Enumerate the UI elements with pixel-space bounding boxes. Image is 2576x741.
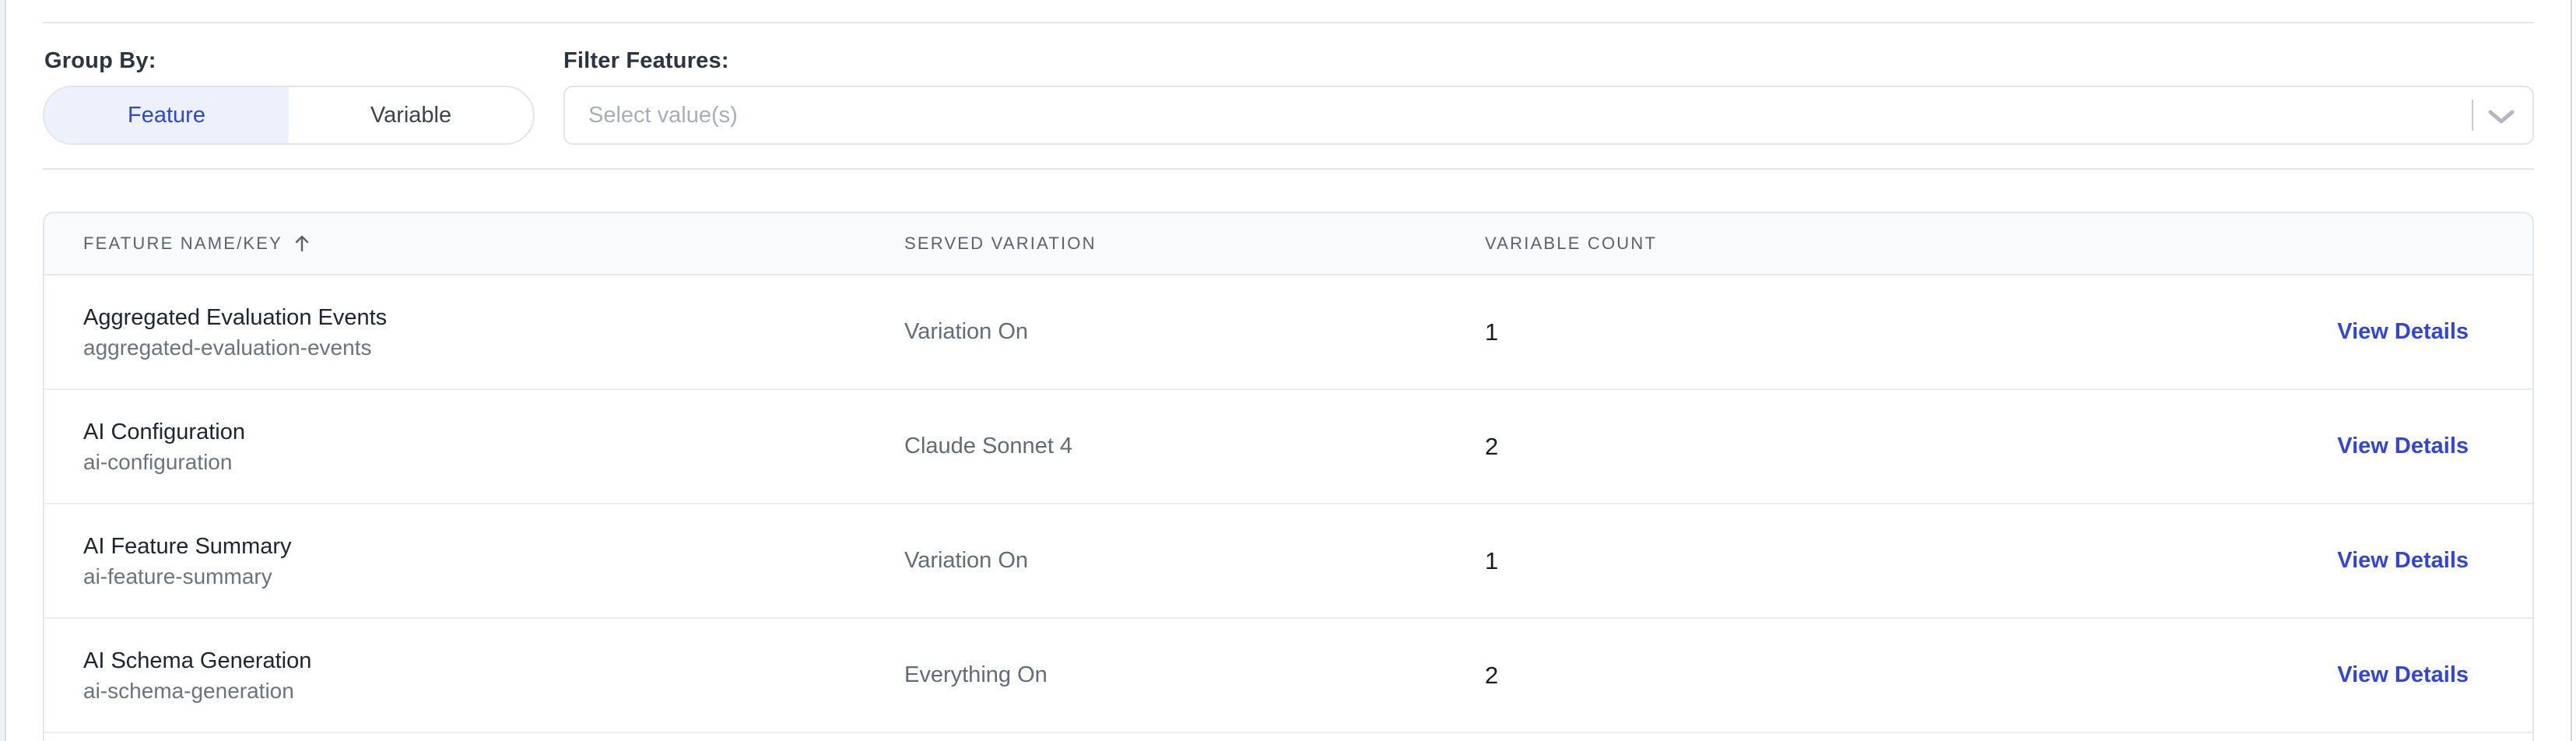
variable-count: 2: [1485, 432, 1499, 460]
group-by-toggle: Feature Variable: [43, 86, 535, 145]
chevron-down-icon[interactable]: [2487, 109, 2515, 125]
sort-ascending-icon: [295, 235, 309, 252]
filter-features-select[interactable]: [563, 86, 2534, 145]
view-details-link[interactable]: View Details: [2337, 434, 2469, 458]
features-table: Feature Name/Key Served Variation Variab…: [43, 212, 2534, 741]
table-header-row: Feature Name/Key Served Variation Variab…: [44, 213, 2532, 276]
variable-count: 2: [1485, 661, 1499, 689]
column-header-label: Feature Name/Key: [83, 234, 283, 253]
served-variation: Everything On: [904, 662, 1048, 687]
served-variation: Variation On: [904, 548, 1029, 573]
left-panel-edge: [0, 0, 6, 741]
feature-name: AI Configuration: [83, 419, 245, 444]
filter-features-input[interactable]: [565, 87, 2532, 143]
feature-key: ai-feature-summary: [83, 564, 272, 588]
served-variation: Claude Sonnet 4: [904, 434, 1073, 458]
action-cell: View Details: [2190, 548, 2532, 574]
column-header-served-variation: Served Variation: [904, 234, 1097, 253]
feature-cell: AI Configuration ai-configuration: [44, 416, 904, 477]
feature-key: ai-schema-generation: [83, 678, 294, 703]
column-header-feature-name-key[interactable]: Feature Name/Key: [44, 234, 904, 254]
feature-name: AI Feature Summary: [83, 533, 292, 559]
feature-key: ai-configuration: [83, 449, 233, 474]
feature-cell: AI Feature Summary ai-feature-summary: [44, 531, 904, 592]
tab-variable[interactable]: Variable: [370, 102, 452, 128]
tab-feature[interactable]: Feature: [44, 87, 289, 143]
action-cell: View Details: [2190, 319, 2532, 345]
view-details-link[interactable]: View Details: [2337, 319, 2469, 344]
action-cell: View Details: [2190, 434, 2532, 459]
variable-count: 1: [1485, 546, 1499, 574]
feature-key: aggregated-evaluation-events: [83, 335, 372, 360]
served-variation: Variation On: [904, 319, 1029, 344]
view-details-link[interactable]: View Details: [2337, 548, 2469, 573]
view-details-link[interactable]: View Details: [2337, 662, 2469, 687]
group-by-label: Group By:: [44, 48, 156, 73]
right-panel-edge: [2571, 0, 2572, 741]
table-row: AI Schema Generation ai-schema-generatio…: [44, 619, 2532, 733]
feature-cell: Aggregated Evaluation Events aggregated-…: [44, 302, 904, 363]
table-row: Aggregated Evaluation Events aggregated-…: [44, 276, 2532, 390]
section-divider: [43, 168, 2534, 170]
top-divider: [43, 22, 2534, 23]
variable-count: 1: [1485, 318, 1499, 346]
feature-cell: AI Schema Generation ai-schema-generatio…: [44, 645, 904, 706]
column-header-variable-count: Variable Count: [1485, 234, 1658, 253]
table-row: AI Feature Summary ai-feature-summary Va…: [44, 504, 2532, 619]
action-cell: View Details: [2190, 662, 2532, 688]
table-row: AI Configuration ai-configuration Claude…: [44, 390, 2532, 504]
filter-features-label: Filter Features:: [563, 48, 729, 73]
select-divider: [2472, 100, 2473, 131]
feature-name: Aggregated Evaluation Events: [83, 304, 388, 330]
feature-name: AI Schema Generation: [83, 648, 312, 673]
